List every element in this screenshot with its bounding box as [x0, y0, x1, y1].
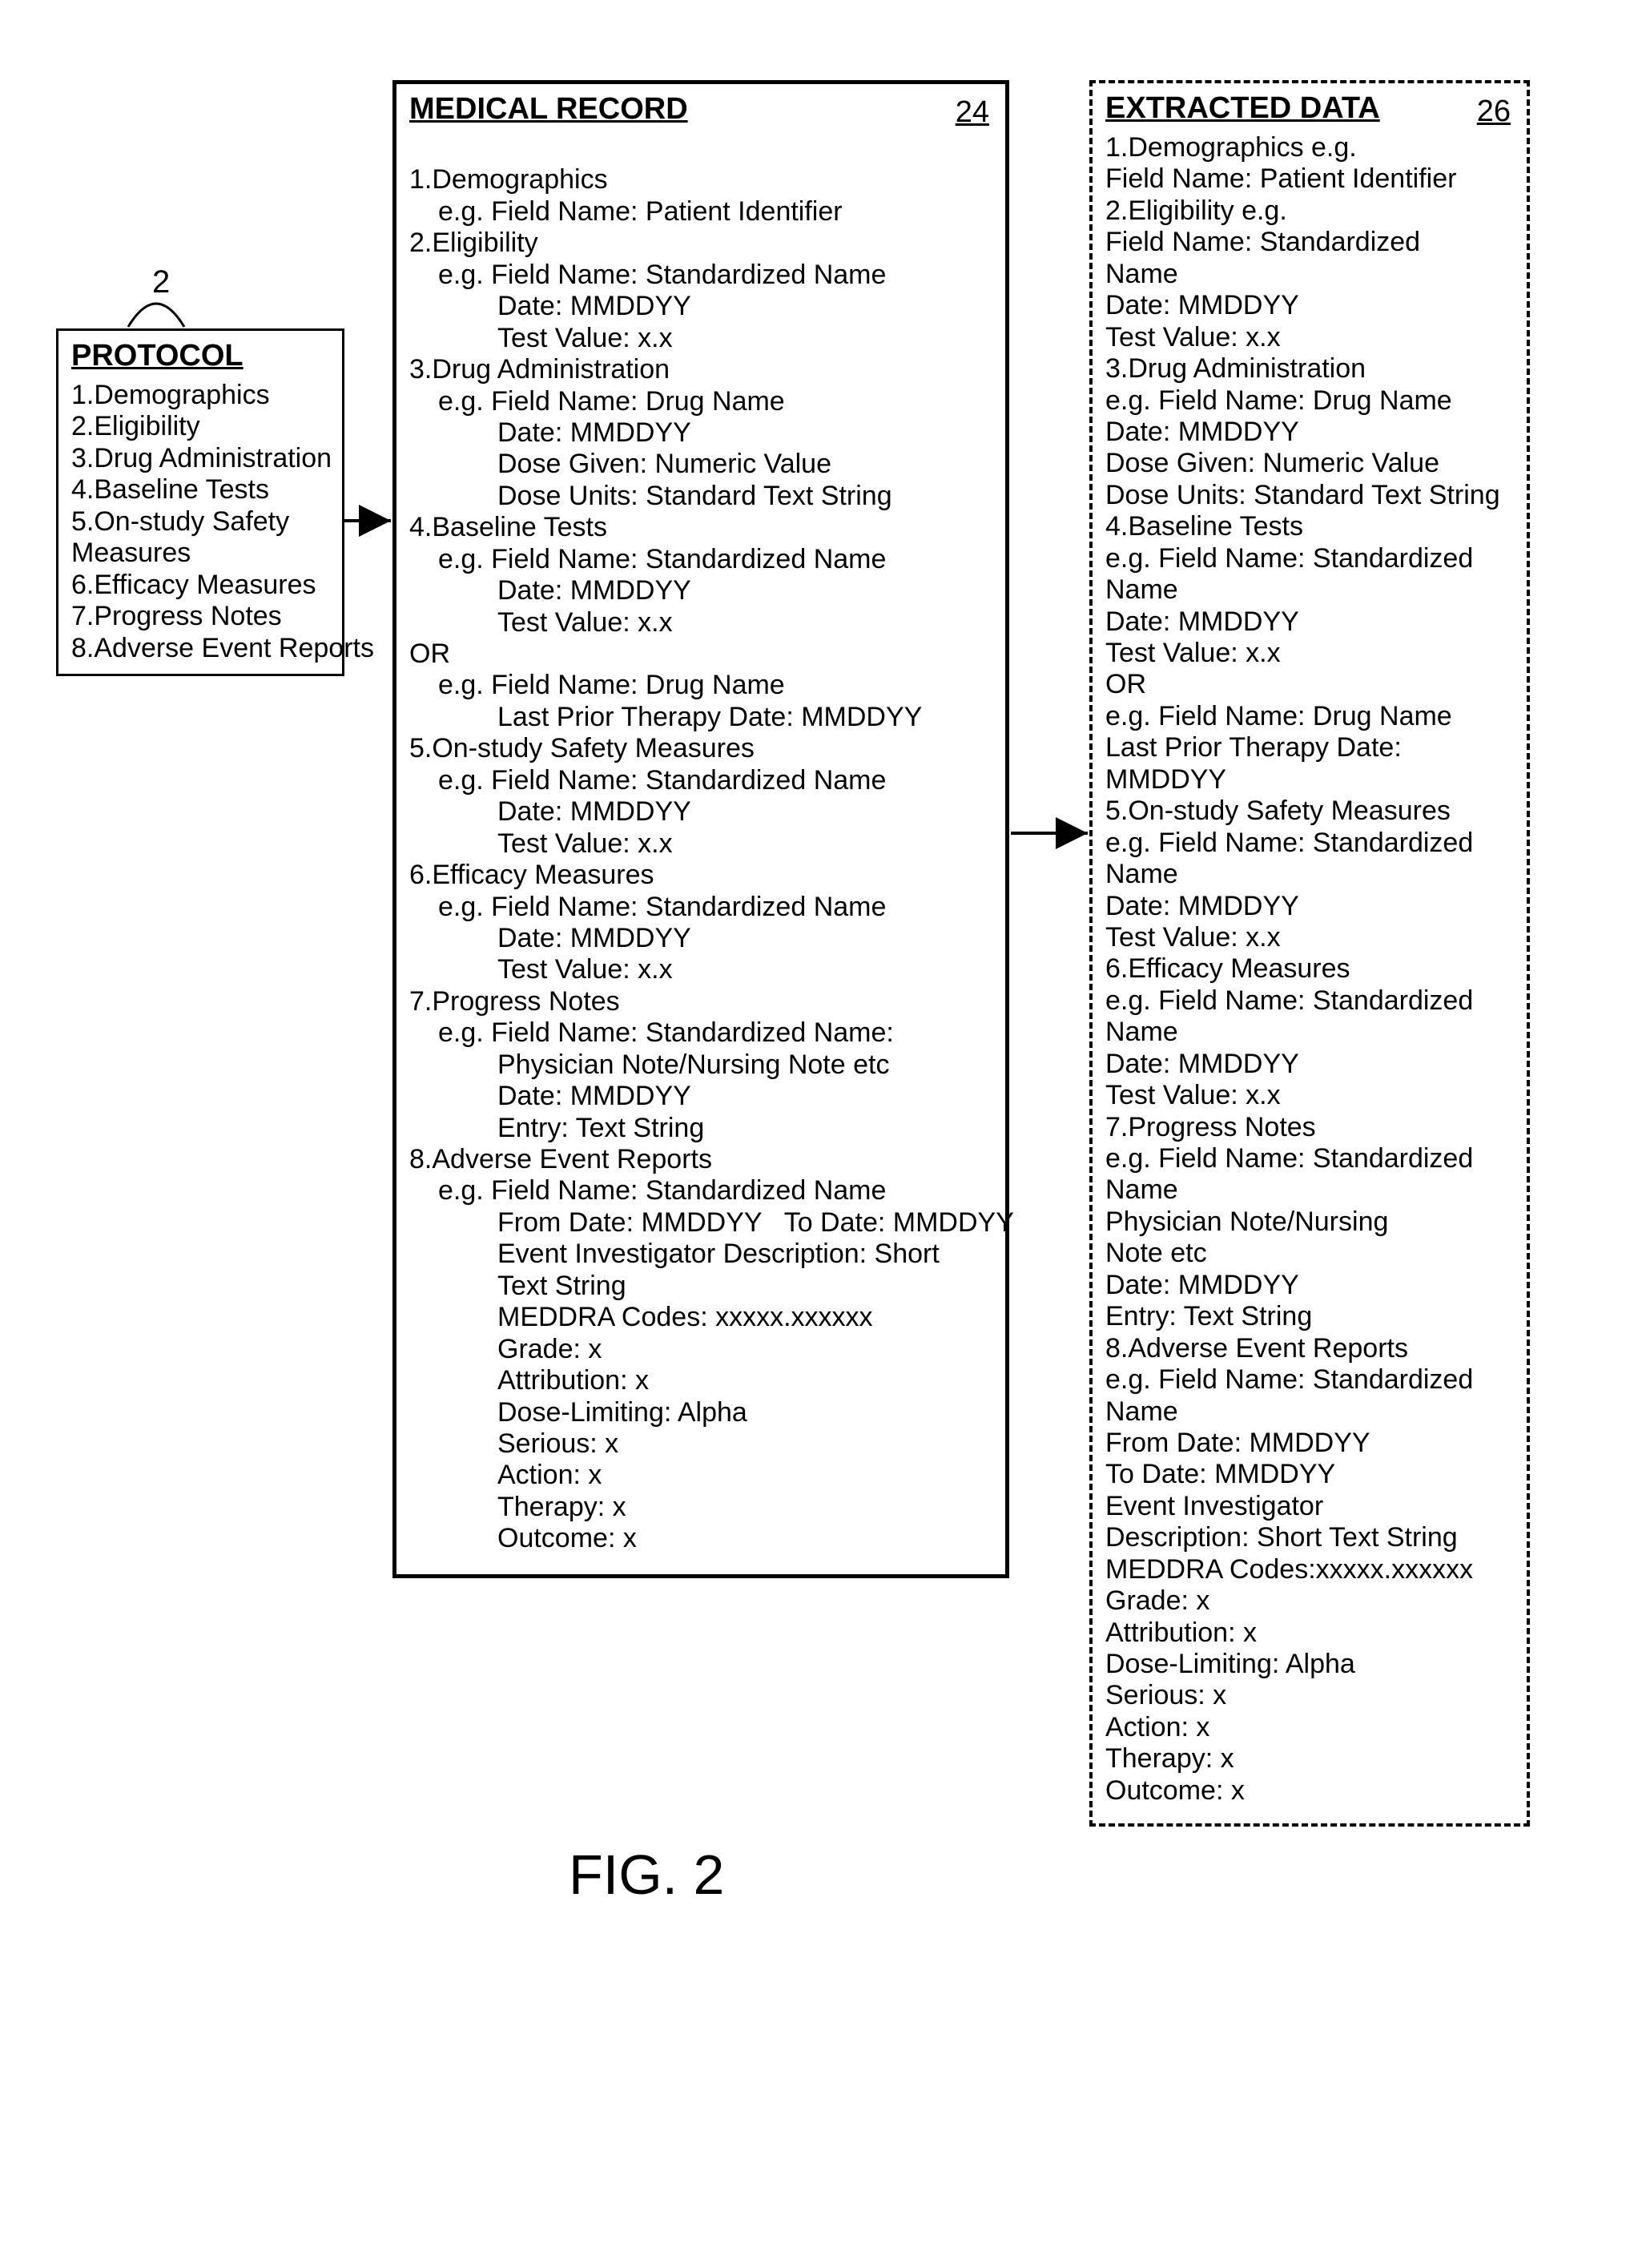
medical-title: MEDICAL RECORD — [409, 92, 688, 127]
medical-line: Entry: Text String — [409, 1113, 992, 1144]
medical-line: e.g. Field Name: Standardized Name — [409, 765, 992, 796]
medical-line: Date: MMDDYY — [409, 575, 992, 606]
medical-line: Date: MMDDYY — [409, 1081, 992, 1112]
medical-line: Attribution: x — [409, 1365, 992, 1396]
medical-line: Test Value: x.x — [409, 954, 992, 985]
medical-line: 4.Baseline Tests — [409, 512, 992, 543]
medical-line: e.g. Field Name: Standardized Name — [409, 892, 992, 923]
medical-line: Therapy: x — [409, 1492, 992, 1523]
medical-line: e.g. Field Name: Standardized Name — [409, 544, 992, 575]
medical-line: Dose-Limiting: Alpha — [409, 1397, 992, 1428]
medical-line: e.g. Field Name: Standardized Name — [409, 1175, 992, 1207]
medical-line: e.g. Field Name: Drug Name — [409, 670, 992, 701]
medical-ref-number: 24 — [956, 95, 989, 130]
medical-line: Date: MMDDYY — [409, 291, 992, 322]
medical-line: Date: MMDDYY — [409, 417, 992, 449]
medical-record-box: MEDICAL RECORD 24 1.Demographicse.g. Fie… — [392, 80, 1009, 1578]
protocol-list: 1.Demographics 2.Eligibility 3.Drug Admi… — [71, 380, 329, 664]
medical-line: e.g. Field Name: Standardized Name — [409, 260, 992, 291]
medical-line: 1.Demographics — [409, 164, 992, 195]
medical-line: 2.Eligibility — [409, 228, 992, 259]
extracted-data-box: EXTRACTED DATA 26 1.Demographics e.g. Fi… — [1089, 80, 1530, 1827]
medical-line: Text String — [409, 1271, 992, 1302]
protocol-title: PROTOCOL — [71, 339, 243, 373]
medical-line: Event Investigator Description: Short — [409, 1239, 992, 1270]
medical-line: Physician Note/Nursing Note etc — [409, 1049, 992, 1081]
medical-line: e.g. Field Name: Standardized Name: — [409, 1017, 992, 1049]
medical-line: 5.On-study Safety Measures — [409, 733, 992, 764]
protocol-box: PROTOCOL 1.Demographics 2.Eligibility 3.… — [56, 328, 344, 676]
medical-line: e.g. Field Name: Drug Name — [409, 386, 992, 417]
figure-label: FIG. 2 — [569, 1843, 724, 1907]
medical-line: Outcome: x — [409, 1523, 992, 1554]
medical-line: Test Value: x.x — [409, 607, 992, 639]
extracted-ref-number: 26 — [1477, 95, 1511, 129]
medical-line: Grade: x — [409, 1334, 992, 1365]
medical-line: From Date: MMDDYY To Date: MMDDYY — [409, 1207, 992, 1239]
protocol-ref-number: 2 — [152, 264, 170, 300]
medical-line: Dose Units: Standard Text String — [409, 481, 992, 512]
medical-line: Test Value: x.x — [409, 323, 992, 354]
extracted-title: EXTRACTED DATA — [1105, 91, 1380, 126]
diagram-canvas: PROTOCOL 1.Demographics 2.Eligibility 3.… — [24, 32, 1610, 2235]
ref-2-leader-curve — [128, 304, 184, 327]
medical-line: Date: MMDDYY — [409, 923, 992, 954]
medical-line: 6.Efficacy Measures — [409, 860, 992, 891]
medical-line: OR — [409, 639, 992, 670]
medical-line: 3.Drug Administration — [409, 354, 992, 385]
medical-line: Action: x — [409, 1460, 992, 1491]
medical-line: 7.Progress Notes — [409, 986, 992, 1017]
medical-list: 1.Demographicse.g. Field Name: Patient I… — [409, 133, 992, 1555]
medical-line: 8.Adverse Event Reports — [409, 1144, 992, 1175]
medical-line: e.g. Field Name: Patient Identifier — [409, 196, 992, 228]
medical-line: MEDDRA Codes: xxxxx.xxxxxx — [409, 1302, 992, 1333]
medical-line: Test Value: x.x — [409, 828, 992, 860]
medical-line: Dose Given: Numeric Value — [409, 449, 992, 480]
medical-line: Last Prior Therapy Date: MMDDYY — [409, 702, 992, 733]
medical-line: Serious: x — [409, 1428, 992, 1460]
extracted-list: 1.Demographics e.g. Field Name: Patient … — [1105, 132, 1514, 1807]
medical-line: Date: MMDDYY — [409, 796, 992, 828]
